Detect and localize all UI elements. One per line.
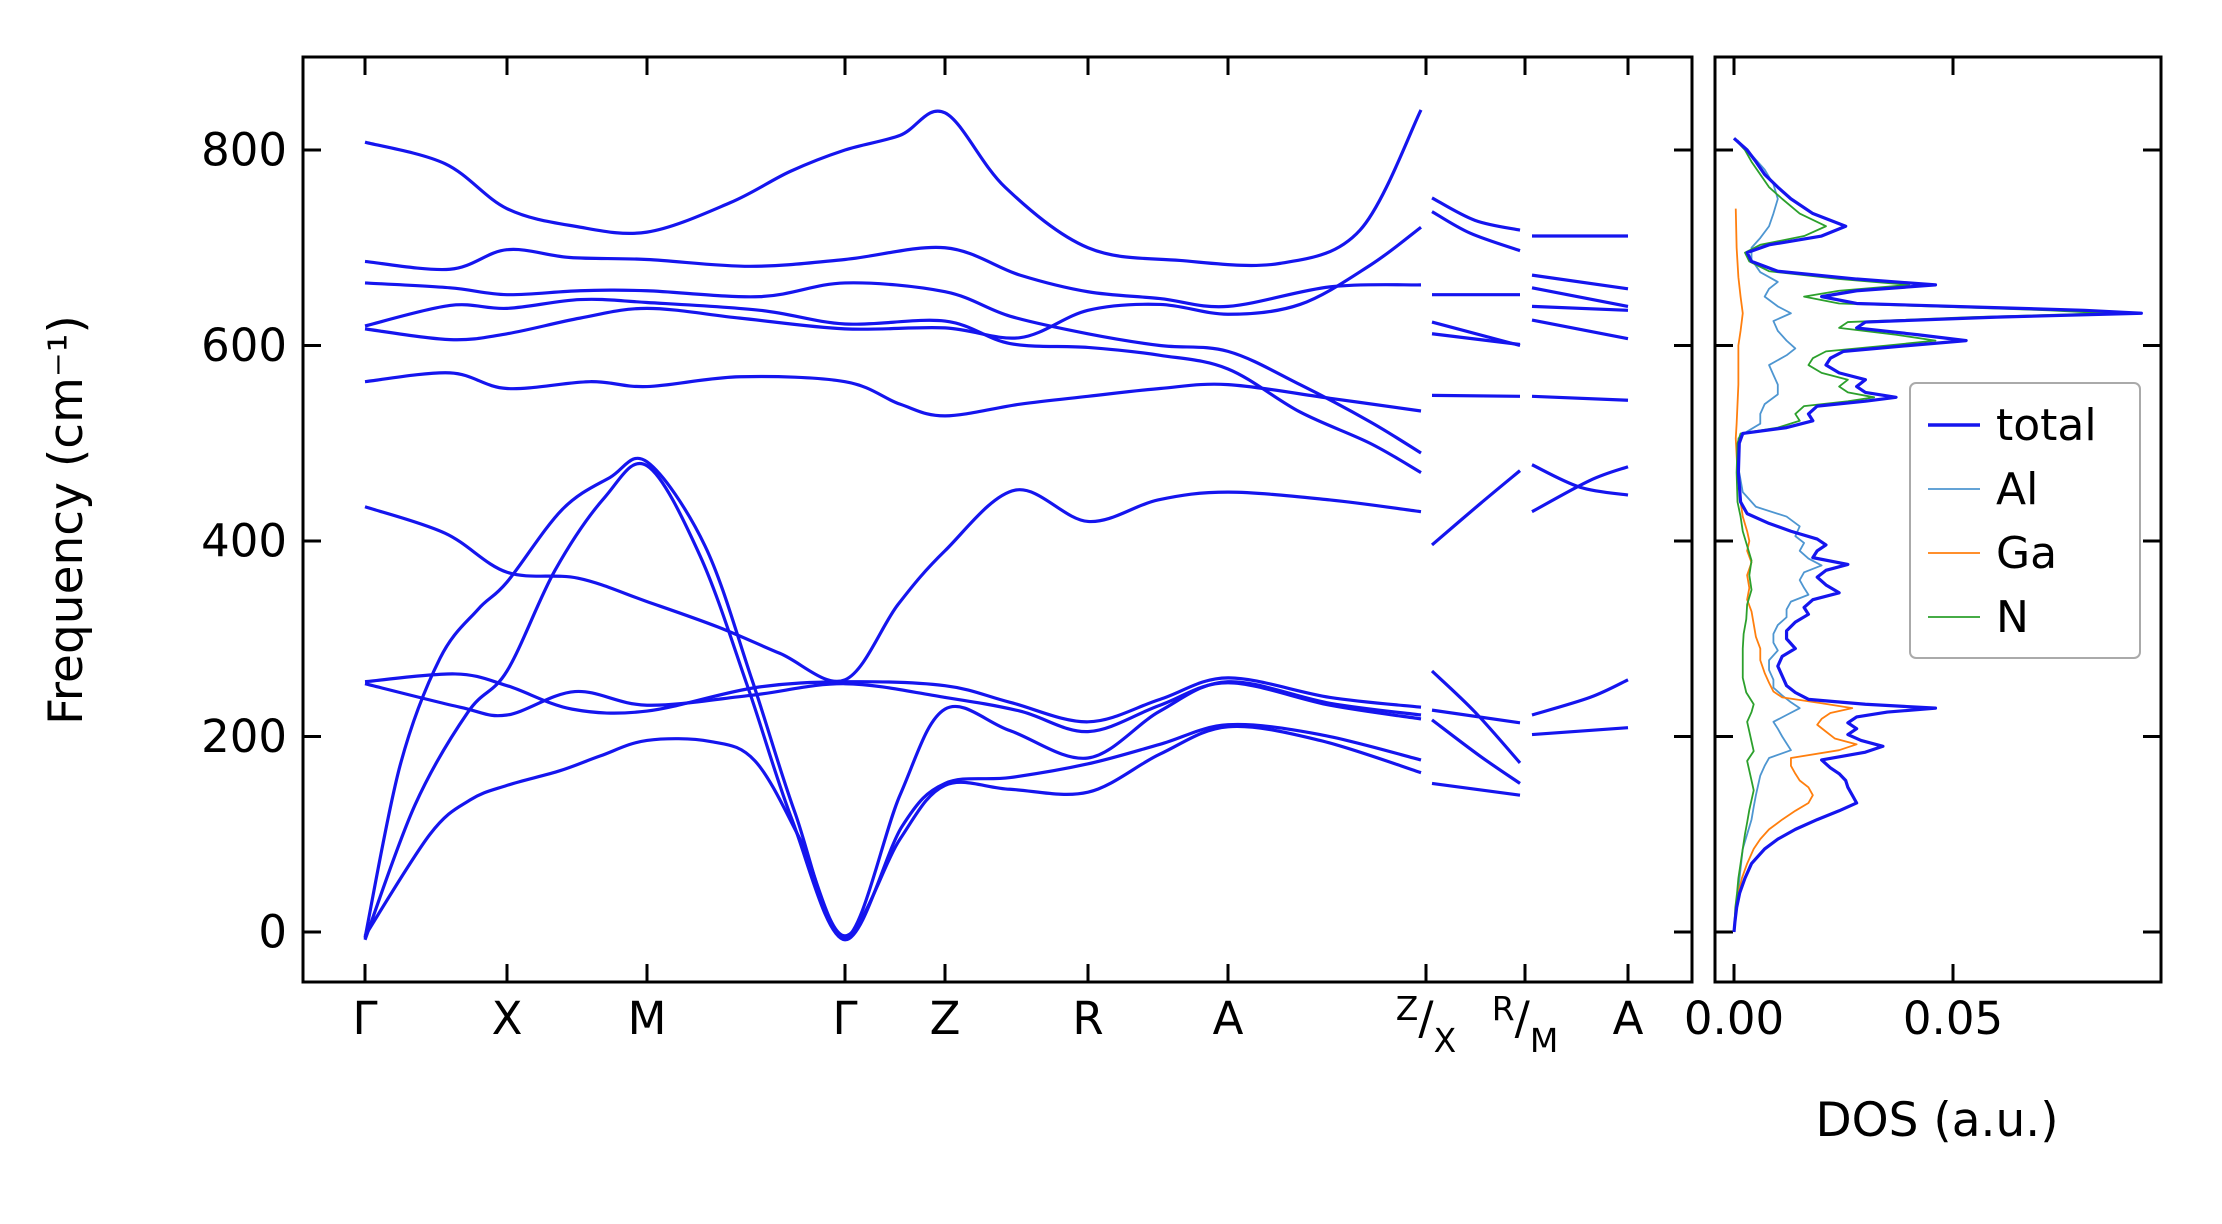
band-line-9 [1531,318,1629,341]
legend-label-al: Al [1996,464,2038,515]
kpoint-label: Γ [832,992,857,1045]
legend-label-n: N [1996,592,2029,643]
legend-label-total: total [1996,400,2097,451]
band-line-3 [363,456,1422,940]
kpoint-label: Z/X [1396,989,1456,1060]
y-axis-title: Frequency (cm⁻¹) [39,315,94,725]
kpoint-label: A [1613,992,1644,1045]
dos-axis-title: DOS (a.u.) [1815,1093,2058,1148]
kpoint-label: A [1213,992,1244,1045]
legend-entry-al: Al [1928,464,2038,515]
band-line-12 [1431,196,1521,232]
band-line-5 [364,672,1422,724]
dos-x-tick-label: 0.00 [1684,992,1784,1045]
kpoint-label: X [492,992,523,1045]
legend-label-ga: Ga [1996,528,2057,579]
band-line-6 [1430,469,1522,547]
band-panel: 0 200 400 600 800 Γ X M Γ Z R A Z/X R/M A [201,55,1694,1060]
band-line-9 [1431,320,1521,348]
dos-x-tick-label: 0.05 [1903,992,2003,1045]
band-line-10 [364,281,1422,455]
dos-panel: 0.00 0.05 [1684,55,2163,1045]
band-line-7 [1431,393,1521,398]
dos-curve-Al [1733,139,1823,933]
band-line-1 [363,724,1422,938]
band-line-7 [1531,394,1629,402]
band-line-9 [364,297,1422,474]
y-tick-label: 600 [201,319,287,372]
legend-entry-ga: Ga [1928,528,2057,579]
band-line-6 [1531,463,1629,497]
dos-panel-frame [1713,55,2163,984]
band-line-11 [1531,273,1629,291]
kpoint-label: R [1072,992,1103,1045]
legend-entry-total: total [1928,400,2097,451]
band-line-10 [1531,286,1629,308]
band-line-5 [1531,726,1629,737]
band-panel-frame [301,55,1694,984]
band-line-7 [364,371,1422,418]
y-tick-label: 800 [201,124,287,177]
kpoint-label: R/M [1492,989,1559,1060]
band-line-3 [1431,718,1521,785]
band-line-1 [1431,781,1521,797]
band-line-12 [364,109,1423,268]
band-line-6 [364,488,1422,683]
band-line-4 [1531,678,1629,717]
y-tick-label: 400 [201,515,287,568]
band-line-4 [1431,708,1521,725]
legend-entry-n: N [1928,592,2029,643]
band-line-11 [364,245,1422,309]
dos-curve-total [1732,137,2143,933]
legend-box [1909,382,2141,659]
band-line-11 [1431,210,1521,253]
kpoint-label: Z [930,992,961,1045]
band-line-8 [1531,304,1629,312]
band-line-3 [1531,465,1629,514]
kpoint-label: Γ [352,992,377,1045]
band-line-2 [1430,669,1522,764]
y-tick-label: 0 [258,906,287,959]
legend: total Al Ga N [1909,382,2141,659]
band-line-2 [363,462,1422,942]
dos-curve-Ga [1733,208,1858,933]
y-tick-label: 200 [201,710,287,763]
band-line-4 [364,681,1422,734]
band-line-8 [364,225,1422,342]
kpoint-label: M [628,992,667,1045]
